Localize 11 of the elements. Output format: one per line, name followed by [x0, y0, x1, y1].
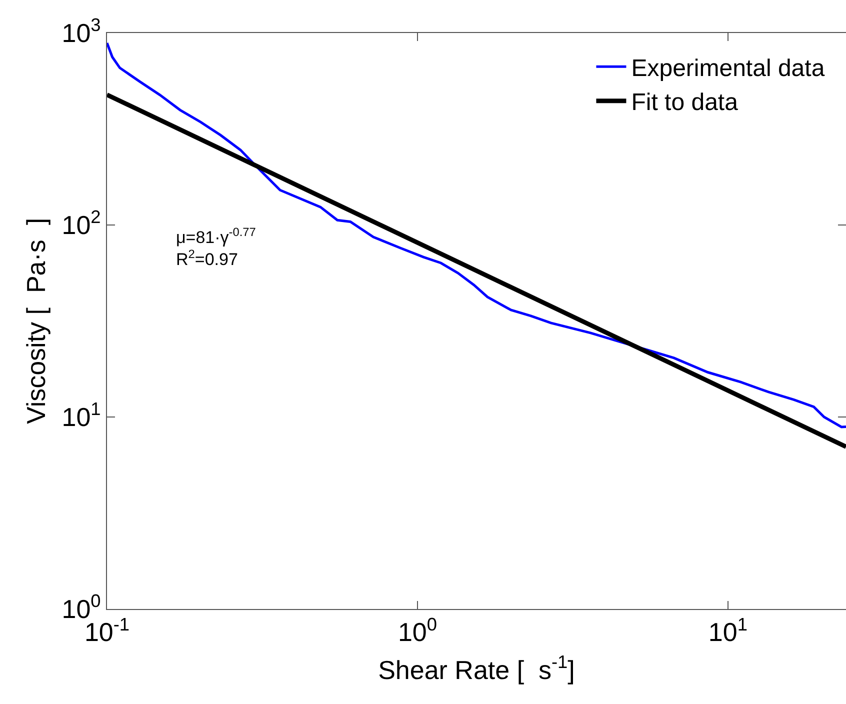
y-tick-label: 10$^{2}$	[62, 207, 101, 240]
annotation: μ=81·γ$^{-0.77}$	[176, 225, 256, 248]
x-tick-label: 10$^{0}$	[398, 614, 438, 648]
legend-label: Experimental data	[631, 54, 826, 82]
y-tick-label: 10$^{3}$	[62, 15, 101, 48]
legend-label: Fit to data	[631, 89, 739, 116]
annotation: R$^{2}$=0.97	[176, 247, 238, 270]
x-tick-label: 10$^{1}$	[708, 614, 748, 648]
y-tick-label: 10$^{1}$	[62, 399, 101, 432]
x-axis-title: Shear Rate [ s$^{-1}$]	[378, 652, 575, 685]
y-axis-title: Viscosity [ Pa·s ]	[21, 218, 52, 424]
